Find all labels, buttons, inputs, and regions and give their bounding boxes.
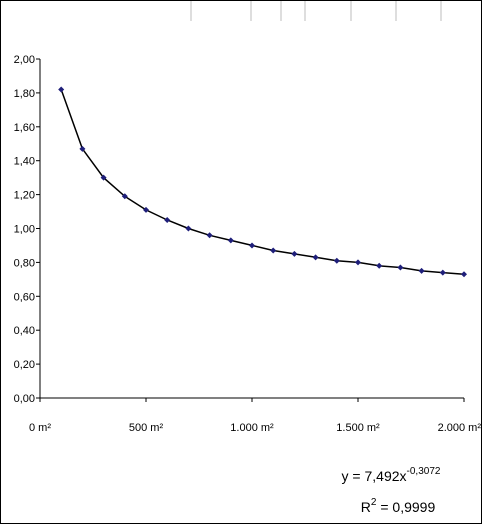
y-tick-label: 0,00 bbox=[14, 393, 35, 405]
data-point bbox=[397, 264, 404, 271]
y-tick-label: 1,40 bbox=[14, 156, 35, 168]
trendline-equation: y = 7,492x-0,3072 bbox=[342, 466, 441, 484]
data-point bbox=[185, 225, 192, 232]
r-squared-prefix: R bbox=[361, 499, 371, 515]
y-tick-label: 0,80 bbox=[14, 257, 35, 269]
data-point bbox=[143, 206, 149, 213]
data-point bbox=[333, 257, 340, 264]
trendline-equation-exponent: -0,3072 bbox=[407, 466, 441, 477]
y-tick-label: 0,20 bbox=[14, 359, 35, 371]
data-point bbox=[376, 262, 383, 269]
x-tick-label: 0 m² bbox=[29, 422, 51, 434]
data-point bbox=[291, 250, 298, 257]
data-point bbox=[355, 259, 361, 266]
series-line-group bbox=[60, 89, 465, 276]
y-tick-label: 0,40 bbox=[14, 325, 35, 337]
x-axis-ticks: 0 m² 500 m² 1.000 m² 1.500 m² 2.000 m² bbox=[29, 398, 481, 434]
x-tick-label: 500 m² bbox=[129, 422, 164, 434]
x-tick-label: 1.500 m² bbox=[336, 422, 380, 434]
y-tick-label: 1,20 bbox=[14, 190, 35, 202]
data-point bbox=[206, 232, 213, 239]
y-tick-label: 1,00 bbox=[14, 224, 35, 236]
data-point bbox=[100, 174, 107, 181]
data-point bbox=[121, 193, 128, 200]
data-point bbox=[439, 269, 446, 276]
series-points-group bbox=[58, 86, 467, 278]
data-point bbox=[418, 267, 425, 274]
data-point bbox=[249, 242, 255, 249]
y-tick-label: 0,60 bbox=[14, 291, 35, 303]
data-point bbox=[164, 217, 171, 224]
y-tick-label: 2,00 bbox=[14, 54, 35, 66]
data-point bbox=[227, 237, 234, 244]
y-axis-ticks: 0,00 0,20 0,40 0,60 0,80 1,00 1,20 1,40 1,60 1,80… bbox=[14, 54, 40, 405]
x-tick-label: 2.000 m² bbox=[438, 422, 482, 434]
axes bbox=[39, 59, 464, 399]
data-point bbox=[270, 247, 277, 254]
series-line bbox=[60, 89, 465, 276]
y-tick-label: 1,60 bbox=[14, 122, 35, 134]
r-squared-value: = 0,9999 bbox=[376, 499, 435, 515]
trendline-r-squared: R2 = 0,9999 bbox=[361, 497, 436, 515]
data-point bbox=[79, 145, 86, 152]
data-point bbox=[312, 254, 319, 261]
x-tick-label: 1.000 m² bbox=[230, 422, 274, 434]
data-point bbox=[58, 86, 65, 93]
r-squared-exponent: 2 bbox=[371, 497, 377, 508]
trendline-equation-prefix: y = 7,492x bbox=[342, 468, 407, 484]
y-tick-label: 1,80 bbox=[14, 88, 35, 100]
top-stub-ticks bbox=[190, 1, 442, 21]
data-point bbox=[461, 271, 467, 278]
